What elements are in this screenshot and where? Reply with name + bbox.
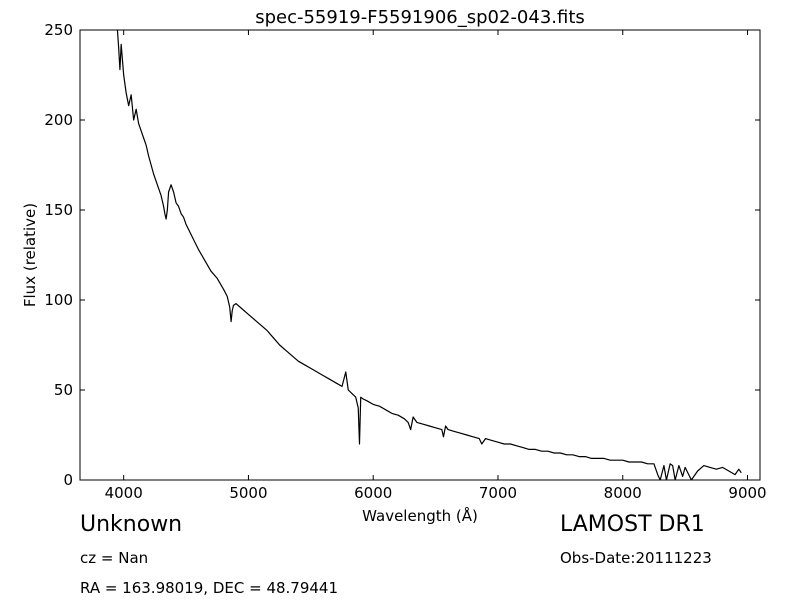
x-tick-label: 4000 <box>105 484 143 502</box>
observation-date-text: Obs-Date:20111223 <box>560 549 712 567</box>
y-tick-label: 200 <box>44 111 73 129</box>
y-tick-label: 250 <box>44 21 73 39</box>
x-tick-label: 5000 <box>229 484 267 502</box>
y-tick-label: 150 <box>44 201 73 219</box>
y-tick-label: 100 <box>44 291 73 309</box>
y-tick-label: 50 <box>54 381 73 399</box>
chart-title: spec-55919-F5591906_sp02-043.fits <box>255 7 585 28</box>
x-tick-label: 6000 <box>354 484 392 502</box>
redshift-text: cz = Nan <box>80 549 149 567</box>
y-tick-label: 0 <box>63 471 73 489</box>
x-tick-label: 8000 <box>604 484 642 502</box>
plot-area: 4000 5000 6000 7000 8000 9000 0 50 100 150 200 250 <box>44 21 766 502</box>
y-axis-label: Flux (relative) <box>21 203 39 307</box>
x-tick-label: 9000 <box>728 484 766 502</box>
x-tick-label: 7000 <box>479 484 517 502</box>
survey-label: LAMOST DR1 <box>560 512 705 537</box>
spectrum-line-0 <box>116 30 742 480</box>
axes-frame <box>79 29 761 481</box>
x-axis-label: Wavelength (Å) <box>362 506 478 525</box>
object-class-label: Unknown <box>80 512 183 537</box>
coordinates-text: RA = 163.98019, DEC = 48.79441 <box>80 579 339 597</box>
